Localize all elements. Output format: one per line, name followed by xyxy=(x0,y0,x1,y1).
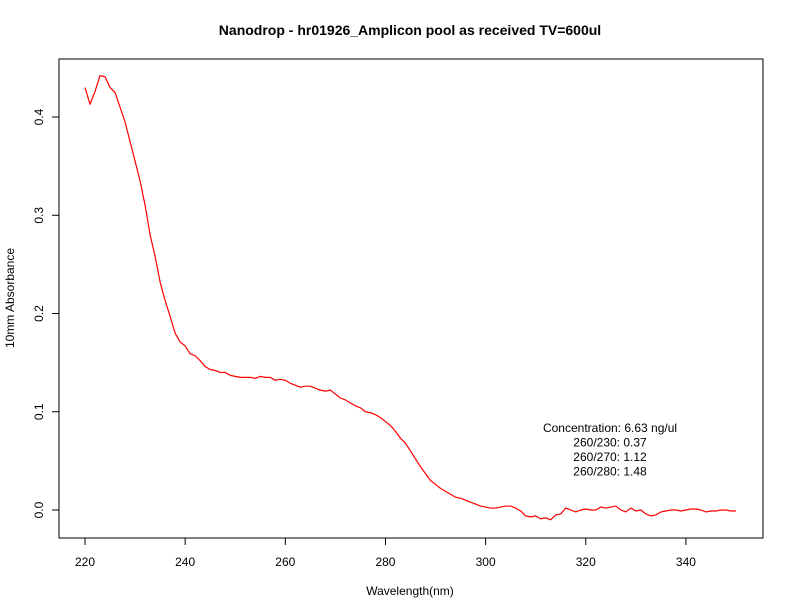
x-tick-label: 340 xyxy=(676,555,696,569)
annotation-line: 260/270: 1.12 xyxy=(573,450,647,464)
annotation-line: 260/230: 0.37 xyxy=(573,436,647,450)
y-axis: 0.0 0.1 0.2 0.3 0.4 xyxy=(32,108,59,518)
x-tick-label: 220 xyxy=(75,555,95,569)
y-tick-label: 0.1 xyxy=(32,403,46,420)
annotation-line: Concentration: 6.63 ng/ul xyxy=(543,421,677,435)
series-layer xyxy=(84,75,736,521)
y-tick-label: 0.2 xyxy=(32,305,46,322)
y-tick-label: 0.0 xyxy=(32,501,46,518)
series-line-0 xyxy=(84,75,736,521)
annotation-line: 260/280: 1.48 xyxy=(573,465,647,479)
x-axis-label: Wavelength(nm) xyxy=(366,584,454,598)
x-tick-label: 280 xyxy=(375,555,395,569)
chart-title: Nanodrop - hr01926_Amplicon pool as rece… xyxy=(219,22,601,38)
y-tick-label: 0.3 xyxy=(32,207,46,224)
plot-frame xyxy=(58,58,764,539)
x-axis: 220 240 260 280 300 320 340 xyxy=(75,538,696,569)
x-tick-label: 300 xyxy=(476,555,496,569)
y-tick-label: 0.4 xyxy=(32,108,46,125)
x-tick-label: 240 xyxy=(175,555,195,569)
x-tick-label: 260 xyxy=(275,555,295,569)
x-tick-label: 320 xyxy=(576,555,596,569)
y-axis-label: 10mm Absorbance xyxy=(3,248,17,348)
